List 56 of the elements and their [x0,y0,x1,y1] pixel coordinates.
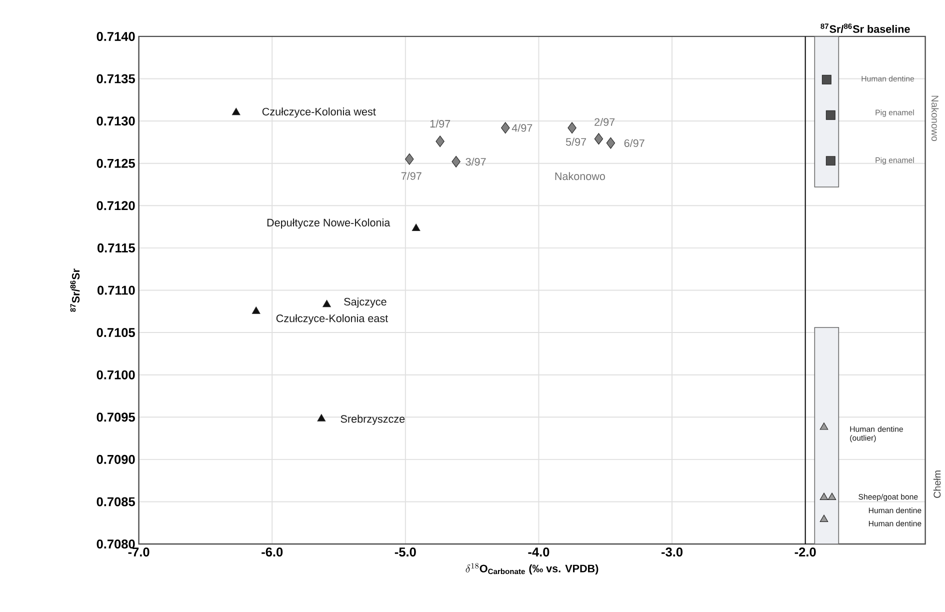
x-tick-label: -2.0 [794,547,816,557]
point [828,492,836,500]
point [820,514,828,522]
x-tick-label: -6.0 [262,547,283,557]
annotation: 7/97 [401,172,422,180]
point [232,108,240,116]
y-axis-title: $^{87}$Sr/$^{86}$Sr [70,268,80,312]
point [826,156,836,166]
annotation: Depułtycze Nowe-Kolonia [267,218,390,229]
y-tick-label: 0.7135 [96,74,135,84]
point [436,136,444,148]
annotation: 5/97 [566,138,586,146]
y-tick-label: 0.7125 [96,158,135,168]
x-tick-label: -3.0 [662,547,682,557]
point [322,300,331,308]
annotation: 3/97 [466,158,486,166]
annotation: Czułczyce-Kolonia west [262,108,376,118]
y-tick-label: 0.7080 [96,539,135,549]
annotation: Srebrzyszcze [340,414,405,425]
y-tick-label: 0.7115 [98,243,135,252]
x-tick-label: -7.0 [128,547,150,557]
x-axis-title: $\delta^{18}\mathbf{O}_{\mathbf{Carbonate}}\ \mbox{\bfseries (‰ vs. VPDB)}$ [466,563,598,574]
y-tick-label: 0.7120 [96,201,135,210]
x-tick-label: -5.0 [394,547,416,557]
annotation: Nakonowo [555,172,605,180]
y-tick-label: 0.7110 [98,286,135,295]
annotation: 2/97 [594,118,615,126]
point [822,74,832,84]
point [501,122,510,134]
annotation: Czułczyce-Kolonia east [276,314,388,324]
x-tick-label: -4.0 [528,547,550,557]
annotation: 4/97 [512,124,532,132]
text: Chełm [933,470,941,498]
annotation: Sajczyce [344,298,386,308]
text: Nakonowo [931,96,939,142]
y-tick-label: 0.7090 [96,454,135,464]
annotation: 1/97 [430,120,450,128]
y-tick-label: 0.7140 [96,32,135,41]
point [252,306,260,314]
point [820,422,828,430]
point [317,414,326,422]
y-tick-label: 0.7100 [96,370,135,380]
point [405,153,414,165]
point [826,110,836,120]
point [820,492,828,500]
ref-line-label: $^{87}$Sr/$^{86}$Sr baseline [820,24,910,33]
y-tick-label: 0.7130 [96,116,135,126]
y-tick-label: 0.7095 [96,412,135,422]
y-tick-label: 0.7105 [96,328,135,338]
point [606,137,616,149]
point [568,122,576,134]
point [452,156,460,168]
annotation: 6/97 [624,139,644,147]
point [412,224,420,231]
y-tick-label: 0.7085 [96,497,135,506]
point [594,133,604,145]
